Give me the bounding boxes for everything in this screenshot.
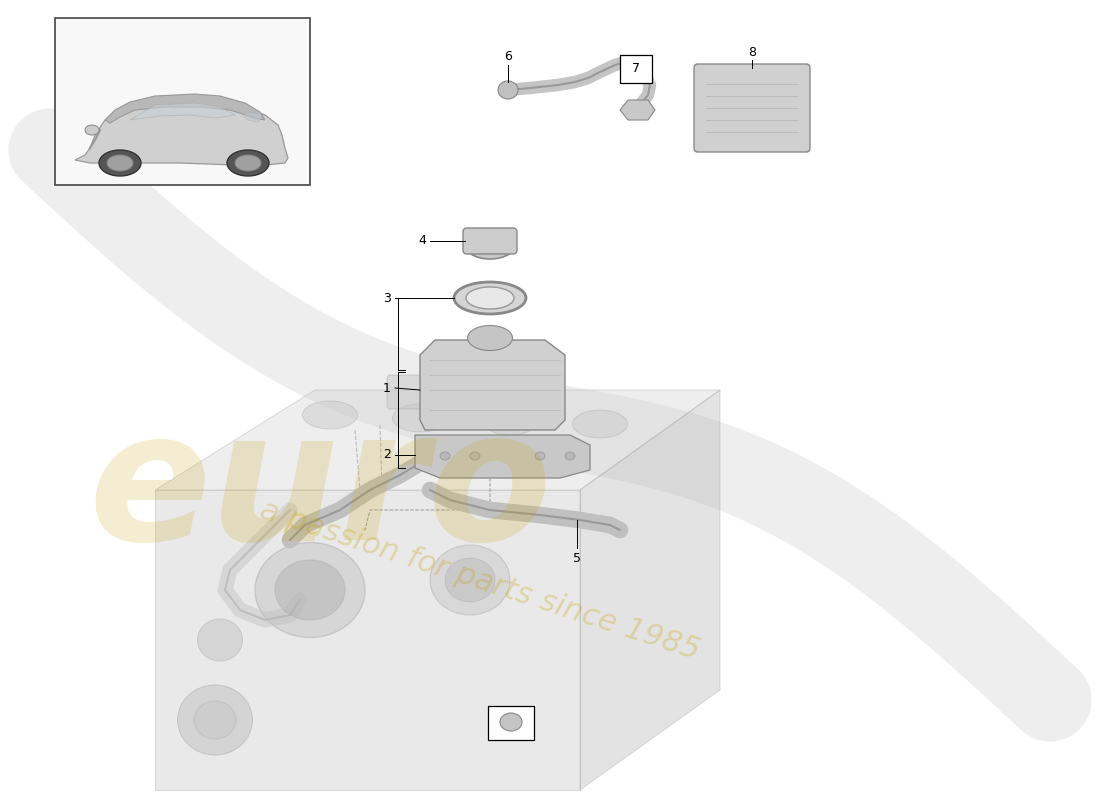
Text: 2: 2 — [383, 449, 390, 462]
Ellipse shape — [393, 404, 448, 432]
Ellipse shape — [468, 326, 513, 350]
Ellipse shape — [235, 155, 261, 171]
Ellipse shape — [466, 287, 514, 309]
Ellipse shape — [535, 452, 544, 460]
Text: 3: 3 — [383, 291, 390, 305]
Text: 6: 6 — [504, 50, 512, 62]
Polygon shape — [75, 96, 288, 168]
Ellipse shape — [470, 452, 480, 460]
Ellipse shape — [454, 282, 526, 314]
Ellipse shape — [483, 407, 538, 435]
Ellipse shape — [107, 155, 133, 171]
Ellipse shape — [198, 619, 242, 661]
Polygon shape — [155, 490, 580, 790]
Text: a passion for parts since 1985: a passion for parts since 1985 — [256, 495, 704, 665]
Polygon shape — [104, 94, 265, 123]
FancyBboxPatch shape — [55, 18, 310, 185]
Ellipse shape — [446, 558, 495, 602]
FancyBboxPatch shape — [463, 228, 517, 254]
Ellipse shape — [227, 150, 270, 176]
Ellipse shape — [430, 545, 510, 615]
Polygon shape — [620, 100, 654, 120]
Polygon shape — [420, 340, 565, 430]
Ellipse shape — [275, 560, 345, 620]
Text: 5: 5 — [573, 551, 581, 565]
FancyBboxPatch shape — [488, 706, 534, 740]
Ellipse shape — [498, 81, 518, 99]
Ellipse shape — [194, 701, 236, 739]
Text: 4: 4 — [418, 234, 426, 247]
Polygon shape — [155, 390, 720, 490]
FancyBboxPatch shape — [694, 64, 810, 152]
Ellipse shape — [302, 401, 358, 429]
Ellipse shape — [465, 231, 515, 259]
Ellipse shape — [500, 713, 522, 731]
Ellipse shape — [177, 685, 253, 755]
FancyBboxPatch shape — [620, 55, 652, 83]
Text: 1: 1 — [383, 382, 390, 394]
Ellipse shape — [572, 410, 627, 438]
Text: 7: 7 — [632, 62, 640, 75]
Text: 8: 8 — [748, 46, 756, 58]
Ellipse shape — [565, 452, 575, 460]
Polygon shape — [130, 103, 235, 120]
Ellipse shape — [99, 150, 141, 176]
Ellipse shape — [85, 125, 99, 135]
FancyBboxPatch shape — [387, 375, 448, 409]
Polygon shape — [580, 390, 720, 790]
Ellipse shape — [255, 542, 365, 638]
Polygon shape — [415, 435, 590, 478]
Ellipse shape — [440, 452, 450, 460]
Polygon shape — [244, 112, 262, 122]
Text: euro: euro — [88, 402, 552, 578]
